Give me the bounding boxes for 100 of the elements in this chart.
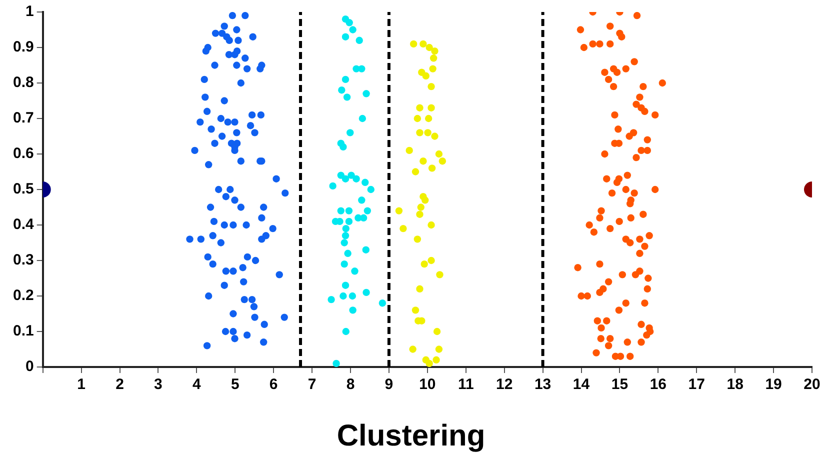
point [354,214,362,222]
x-tick-label: 6 [269,376,278,394]
y-tick-label: 0 [26,358,34,376]
point [400,224,407,232]
point [432,356,440,364]
point [426,360,433,367]
point [424,129,432,136]
point [358,65,366,72]
point [352,175,360,182]
y-tick-label: 0.3 [12,252,34,269]
point [433,328,441,336]
point [422,196,429,204]
point [345,218,353,226]
point [428,104,435,112]
y-tick-label: 0.4 [12,216,34,234]
point [345,207,353,214]
text: Clustering [336,419,486,452]
point [412,306,420,314]
point [429,65,436,72]
point [342,175,350,182]
point [340,239,348,246]
point [424,114,432,122]
point [328,296,335,304]
point [431,47,438,55]
y-tick-label: 0.9 [12,38,34,56]
x-tick-label: 11 [458,376,474,394]
x-tick-label: 13 [534,376,552,394]
point [431,132,438,140]
x-tick-label: 4 [192,376,202,394]
y-tick-label: 0.6 [12,145,34,162]
point [414,236,422,243]
point [362,288,370,296]
point [344,250,352,257]
point [358,196,366,204]
point [351,268,358,275]
point [417,204,424,211]
x-tick-label: 18 [726,376,744,394]
point [395,207,403,214]
x-tick-label: 2 [116,376,124,394]
point [349,26,356,34]
y-tick-label: 0.7 [12,110,34,127]
point [348,292,356,300]
point [340,143,347,150]
point [332,360,340,367]
point [406,146,413,154]
point [416,104,424,112]
x-tick-label: 10 [419,376,436,394]
point [343,94,351,101]
point [416,129,424,136]
point [349,306,356,314]
y-tick-label: 0.2 [12,287,34,304]
point [416,285,424,292]
point [422,72,430,80]
point [342,328,350,336]
y-tick-label: 0.5 [12,180,34,198]
point [329,182,336,190]
point [342,76,350,84]
point [346,129,354,136]
point [340,260,348,268]
point [428,256,435,264]
point [410,40,418,48]
x-tick-label: 1 [77,376,86,394]
point [342,224,350,232]
point [416,210,424,218]
point [342,232,350,240]
point [346,19,353,26]
point [348,172,355,179]
point [364,207,372,214]
point [362,246,370,254]
point [342,282,350,289]
point [430,54,438,62]
y-tick-label: 1 [26,3,34,20]
point [342,33,350,40]
x-tick-label: 7 [308,376,316,394]
point [428,221,435,229]
point [428,164,436,172]
point [338,86,346,94]
point [426,44,433,52]
x-tick-label: 14 [572,376,590,394]
x-tick-label: 9 [384,376,394,394]
point [420,40,427,48]
point [356,36,363,44]
x-tick-label: 17 [688,376,705,394]
point [412,168,420,176]
point [435,150,443,158]
x-tick-label: 3 [154,376,162,394]
x-tick-label: 5 [230,376,240,394]
x-tick-label: 8 [346,376,355,394]
point [337,207,344,214]
x-tick-label: 15 [611,376,628,394]
point [378,300,386,307]
point [420,158,427,165]
point [438,158,446,165]
x-tick-label: 19 [765,376,782,394]
point [340,292,347,300]
x-tick-label: 20 [804,376,820,394]
point [367,186,374,194]
y-tick-label: 0.1 [12,322,34,340]
point [414,114,422,122]
point [428,82,435,90]
